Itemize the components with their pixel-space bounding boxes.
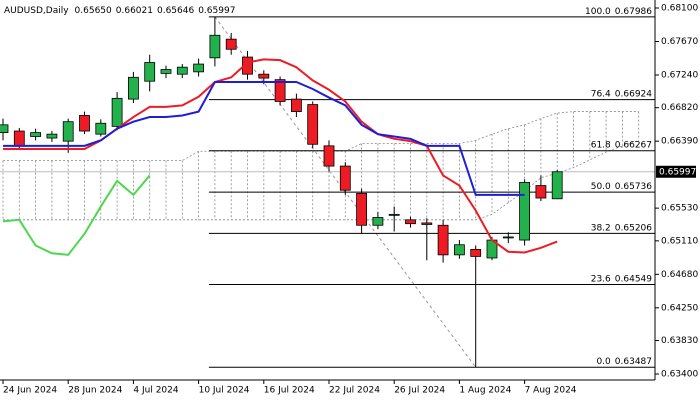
candle-body [388, 213, 400, 216]
candle-body [519, 182, 530, 241]
candle-body [176, 66, 188, 75]
candle-body [453, 244, 465, 256]
candle-body [62, 121, 74, 142]
fib-ratio: 61.8 [591, 140, 611, 150]
y-tick-label: 0.65530 [661, 204, 698, 214]
fib-price: 0.63487 [615, 357, 652, 367]
symbol: AUDUSD,Daily [4, 6, 69, 16]
y-tick-label: 0.67240 [661, 70, 698, 80]
axes: 0.68100 0.67670 0.67240 0.66820 0.66390 0.655… [2, 4, 698, 396]
candle-body [274, 79, 286, 102]
plot-area: 100.0 0.67986 76.4 0.66924 61.8 0.66267 50.0 0.… [0, 6, 655, 368]
candle-body [0, 124, 9, 133]
fib-price: 0.66267 [615, 140, 652, 150]
candle-body [421, 222, 433, 225]
candle-body [46, 133, 58, 139]
fib-ratio: 38.2 [591, 223, 611, 233]
x-tick-label: 26 Jul 2024 [394, 386, 445, 396]
x-tick-label: 4 Jul 2024 [133, 386, 178, 396]
indicator-line [2, 174, 151, 256]
last-price-box [656, 165, 696, 178]
candle-body [502, 236, 514, 239]
x-tick-label: 10 Jul 2024 [199, 386, 250, 396]
fib-ratio: 0.0 [596, 357, 611, 367]
cloud-upper [3, 111, 639, 162]
candle-body [111, 97, 123, 127]
candle-body [144, 62, 156, 82]
y-tick-label: 0.63400 [661, 370, 698, 380]
fib-price: 0.66924 [615, 89, 652, 99]
fib-price: 0.64549 [615, 274, 652, 284]
candle-body [290, 98, 302, 112]
candle-body [30, 132, 42, 137]
candle-body [405, 219, 416, 225]
candle-body [225, 38, 237, 50]
x-tick-label: 24 Jun 2024 [3, 386, 57, 396]
fib-ratio: 76.4 [591, 89, 611, 99]
fib-ratio: 50.0 [591, 182, 611, 192]
x-tick-label: 16 Jul 2024 [264, 386, 315, 396]
x-tick-label: 28 Jun 2024 [68, 386, 122, 396]
candle-body [470, 249, 482, 257]
indicator-line [3, 80, 525, 196]
y-tick-label: 0.63830 [661, 336, 698, 346]
candle-body [160, 69, 172, 74]
y-tick-label: 0.66390 [661, 137, 698, 147]
candle-body [95, 122, 107, 135]
y-tick-label: 0.67670 [661, 37, 698, 47]
candle-body [356, 192, 368, 226]
low-value: 0.65646 [157, 6, 194, 16]
fib-price: 0.67986 [615, 6, 652, 16]
candle-body [307, 104, 319, 145]
fib-label: 61.8 0.66267 [591, 140, 652, 150]
last-price-label: 0.65997 [659, 167, 696, 177]
candle-body [13, 130, 25, 147]
fib-label: 0.0 0.63487 [596, 357, 652, 367]
candle-body [372, 217, 384, 226]
fib-ratio: 100.0 [585, 6, 611, 16]
candle-body [339, 165, 351, 191]
x-tick-label: 7 Aug 2024 [525, 386, 577, 396]
fib-label: 38.2 0.65206 [591, 223, 653, 233]
y-tick-label: 0.64250 [661, 303, 698, 313]
cloud-lower [3, 140, 639, 221]
header: AUDUSD,Daily 0.65650 0.66021 0.65646 0.65997 [4, 6, 235, 16]
candle-body [242, 56, 253, 75]
fib-price: 0.65736 [615, 182, 652, 192]
close-value: 0.65997 [198, 6, 235, 16]
candle-body [323, 145, 335, 167]
high-value: 0.66021 [116, 6, 153, 16]
candle-body [551, 171, 563, 200]
candle-body [193, 63, 205, 73]
fib-label: 50.0 0.65736 [591, 182, 653, 192]
candle-body [535, 185, 547, 199]
x-tick-label: 1 Aug 2024 [459, 386, 511, 396]
fib-label: 100.0 0.67986 [585, 6, 652, 16]
candle-body [437, 224, 449, 256]
fib-label: 23.6 0.64549 [591, 274, 653, 284]
fib-label: 76.4 0.66924 [591, 89, 653, 99]
candle-body [209, 34, 221, 59]
y-tick-label: 0.68100 [661, 4, 698, 14]
y-tick-label: 0.64680 [661, 270, 698, 280]
candle-body [258, 73, 270, 79]
open-value: 0.65650 [75, 6, 112, 16]
candle-body [127, 76, 139, 100]
fib-ratio: 23.6 [591, 274, 611, 284]
y-tick-label: 0.65110 [661, 236, 698, 246]
x-tick-label: 22 Jul 2024 [329, 386, 380, 396]
candle-body [79, 115, 90, 132]
fib-price: 0.65206 [615, 223, 652, 233]
y-tick-label: 0.66820 [661, 103, 698, 113]
